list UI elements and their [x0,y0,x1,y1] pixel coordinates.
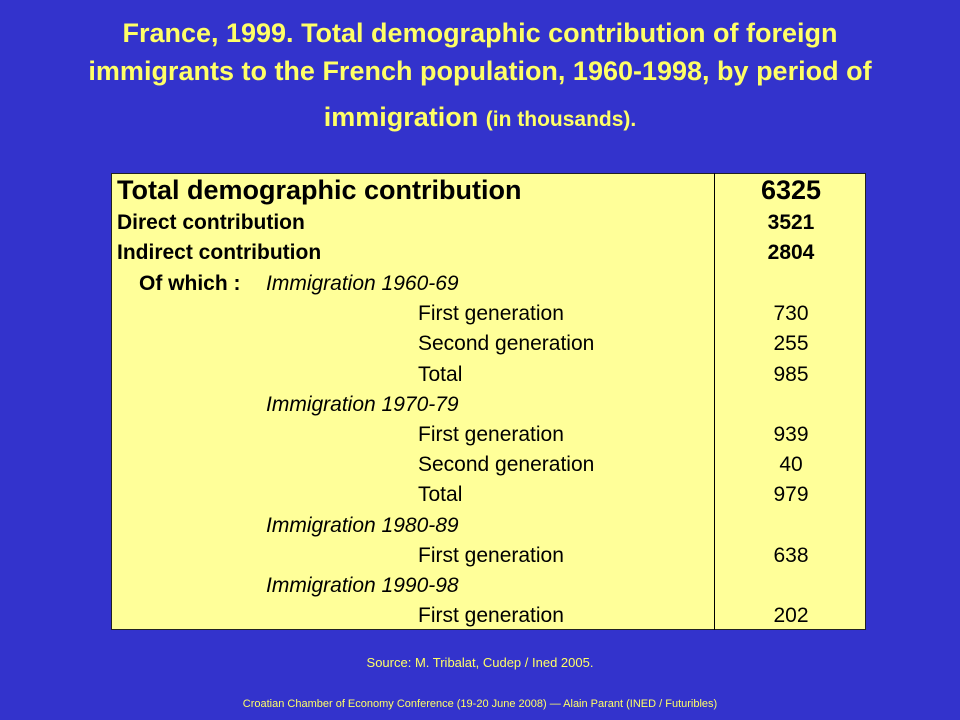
row-label: Immigration 1980-89 [266,513,459,537]
row-value: 40 [779,453,803,477]
row-label: Indirect contribution [117,241,322,264]
row-label: Direct contribution [117,211,305,234]
row-value: 3521 [767,211,815,234]
title-line-3: immigration (in thousands). [20,98,940,139]
source-note: Source: M. Tribalat, Cudep / Ined 2005. [366,655,594,670]
row-value: 730 [773,302,809,326]
row-label: Total [418,362,463,386]
footer-text: Croatian Chamber of Economy Conference (… [242,698,718,710]
row-label: Total [418,483,463,507]
row-label: Second generation [418,332,595,356]
row-value: 939 [773,423,809,446]
title-line-3-main: immigration [323,102,479,132]
row-value: 979 [773,483,809,507]
row-value: 255 [773,332,809,356]
row-label: Immigration 1990-98 [266,574,459,597]
period-label: Immigration 1960-69 [266,272,459,295]
title-units: (in thousands). [485,108,637,131]
title-line-2: immigrants to the French population, 196… [88,56,872,86]
row-label: First generation [418,423,564,446]
row-label: Immigration 1970-79 [266,392,459,416]
row-value: 6325 [760,175,822,205]
row-label: First generation [418,604,564,628]
row-value: 2804 [767,241,815,264]
data-table [111,173,866,630]
title-line-1: France, 1999. Total demographic contribu… [122,18,838,48]
row-value: 202 [773,604,809,628]
row-label: Total demographic contribution [117,175,522,205]
table-column-divider [714,173,715,630]
row-label: First generation [418,302,564,326]
row-value: 985 [773,362,809,386]
slide-title: France, 1999. Total demographic contribu… [20,14,940,139]
row-label: Of which : [139,272,241,295]
row-label: Second generation [418,453,595,477]
row-label: First generation [418,543,564,567]
row-value: 638 [773,543,809,567]
